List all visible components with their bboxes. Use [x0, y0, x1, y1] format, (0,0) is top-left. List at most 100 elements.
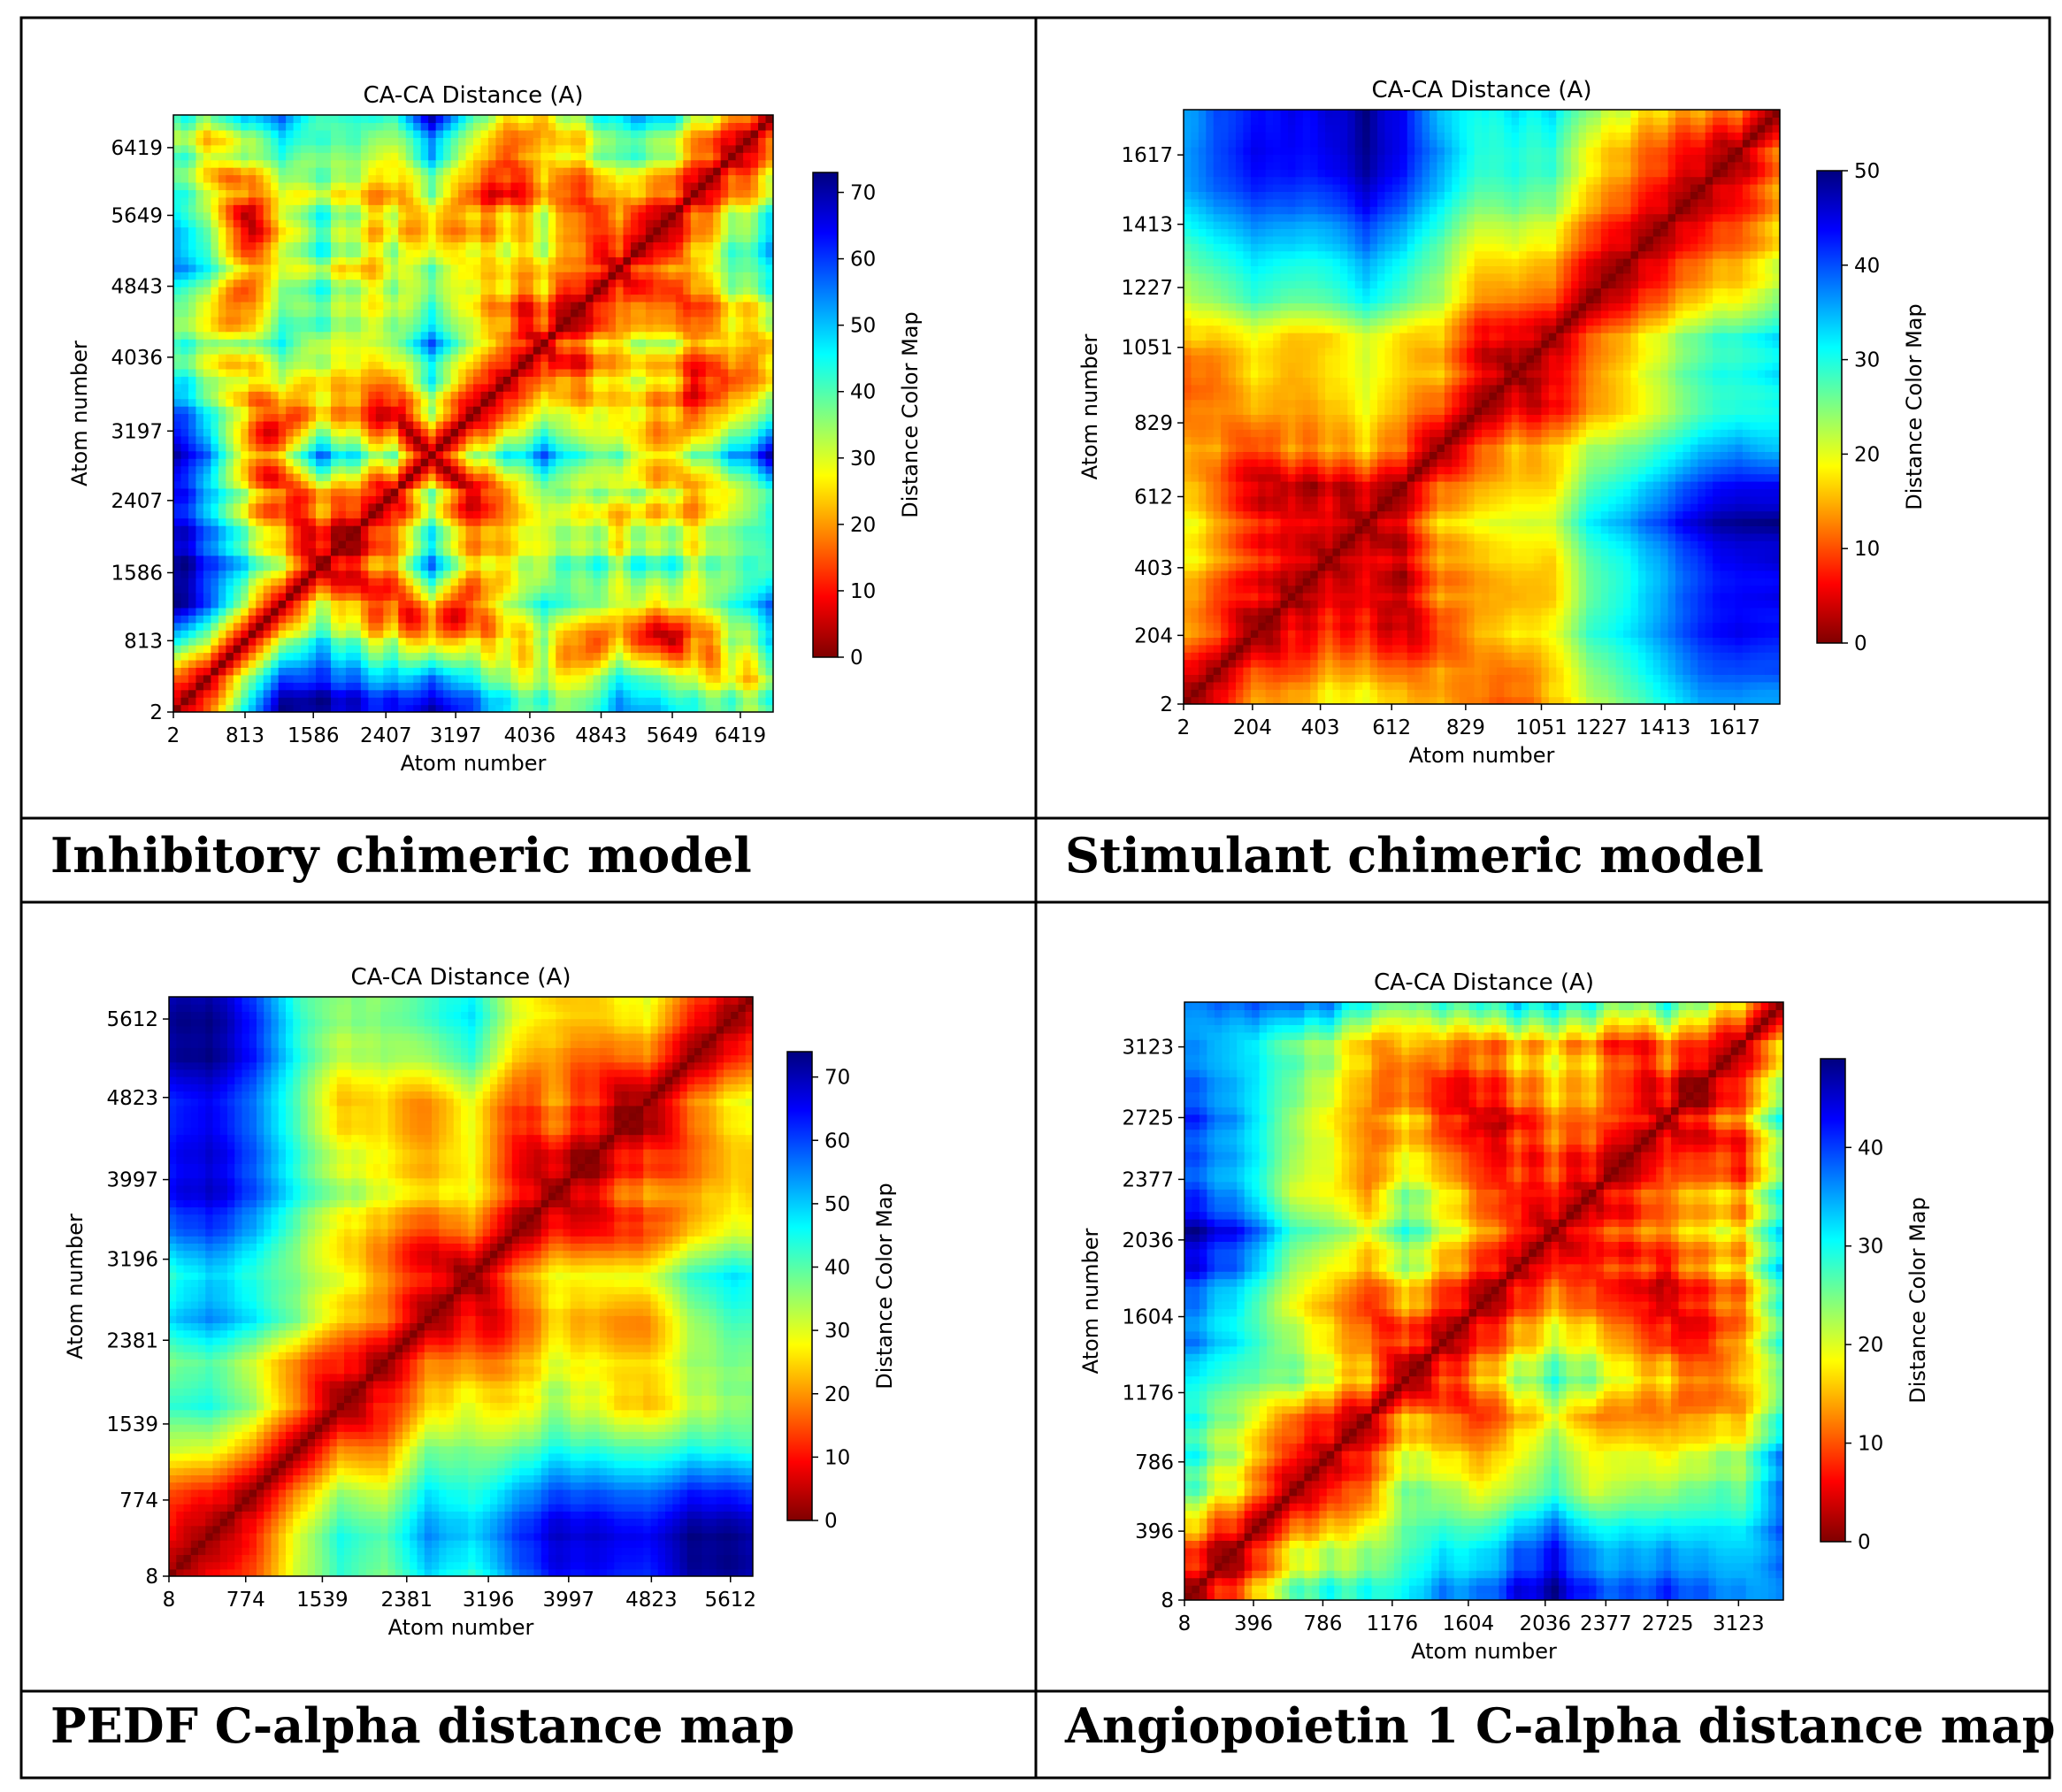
heatmap-cell [278, 689, 287, 698]
heatmap-cell [480, 361, 489, 370]
heatmap-cell [758, 450, 767, 459]
heatmap-cell [540, 540, 549, 548]
heatmap-cell [743, 376, 752, 385]
heatmap-cell [705, 465, 714, 474]
heatmap-cell [571, 361, 579, 370]
heatmap-cell [338, 420, 347, 429]
heatmap-cell [398, 548, 407, 556]
heatmap-cell [443, 667, 452, 676]
heatmap-cell [383, 279, 392, 287]
heatmap-cell [293, 585, 302, 594]
heatmap-cell [548, 540, 556, 548]
heatmap-cell [758, 570, 767, 578]
heatmap-cell [465, 368, 474, 377]
heatmap-cell [330, 480, 340, 489]
heatmap-cell [195, 279, 204, 287]
heatmap-cell [601, 391, 609, 400]
heatmap-cell [630, 607, 640, 616]
heatmap-cell [510, 301, 519, 310]
heatmap-cell [540, 502, 549, 511]
heatmap-cell [180, 257, 189, 265]
heatmap-cell [563, 555, 571, 563]
heatmap-cell [548, 607, 556, 616]
heatmap-cell [638, 480, 647, 489]
heatmap-cell [293, 443, 302, 452]
heatmap-cell [525, 398, 534, 407]
heatmap-cell [443, 607, 452, 616]
heatmap-cell [241, 480, 249, 489]
heatmap-cell [750, 420, 759, 429]
heatmap-cell [390, 510, 399, 519]
heatmap-cell [203, 563, 211, 571]
heatmap-cell [458, 585, 467, 594]
heatmap-cell [502, 495, 511, 504]
heatmap-cell [330, 279, 340, 287]
heatmap-cell [750, 324, 759, 333]
heatmap-cell [398, 346, 407, 355]
heatmap-cell [571, 450, 579, 459]
heatmap-cell [630, 593, 640, 601]
heatmap-cell [323, 413, 332, 422]
heatmap-cell [638, 309, 647, 318]
heatmap-cell [465, 704, 474, 712]
heatmap-cell [563, 339, 571, 348]
heatmap-cell [226, 578, 234, 586]
heatmap-cell [390, 645, 399, 654]
heatmap-cell [248, 354, 257, 363]
heatmap-cell [323, 383, 332, 392]
heatmap-cell [653, 316, 662, 325]
heatmap-cell [578, 578, 586, 586]
heatmap-cell [286, 570, 295, 578]
heatmap-cell [323, 674, 332, 683]
heatmap-cell [278, 674, 287, 683]
heatmap-cell [720, 465, 729, 474]
heatmap-cell [278, 563, 287, 571]
heatmap-cell [675, 257, 684, 265]
heatmap-cell [173, 659, 182, 668]
heatmap-cell [608, 473, 617, 482]
heatmap-cell [203, 704, 211, 712]
heatmap-cell [608, 659, 617, 668]
heatmap-cell [413, 264, 422, 272]
heatmap-cell [308, 458, 317, 467]
heatmap-cell [668, 339, 677, 348]
heatmap-cell [420, 532, 429, 541]
heatmap-cell [233, 368, 241, 377]
heatmap-cell [540, 525, 549, 534]
heatmap-cell [308, 540, 317, 548]
heatmap-cell [601, 450, 609, 459]
heatmap-cell [480, 502, 489, 511]
heatmap-cell [301, 241, 310, 250]
heatmap-cell [728, 376, 737, 385]
heatmap-cell [758, 272, 767, 280]
heatmap-cell [683, 376, 692, 385]
heatmap-cell [571, 667, 579, 676]
heatmap-cell [525, 674, 534, 683]
heatmap-cell [405, 368, 414, 377]
heatmap-cell [188, 510, 197, 519]
heatmap-cell [487, 704, 497, 712]
heatmap-cell [683, 652, 692, 661]
heatmap-cell [316, 585, 325, 594]
heatmap-cell [286, 272, 295, 280]
heatmap-cell [271, 502, 280, 511]
heatmap-cell [743, 435, 752, 444]
heatmap-cell [578, 659, 586, 668]
heatmap-cell [465, 435, 474, 444]
heatmap-cell [248, 331, 257, 340]
heatmap-cell [375, 398, 384, 407]
heatmap-cell [211, 487, 219, 496]
heatmap-cell [211, 398, 219, 407]
heatmap-cell [713, 480, 722, 489]
heatmap-cell [586, 450, 594, 459]
heatmap-cell [616, 480, 625, 489]
heatmap-cell [540, 517, 549, 526]
heatmap-cell [653, 645, 662, 654]
heatmap-cell [735, 563, 744, 571]
heatmap-cell [690, 435, 699, 444]
heatmap-cell [495, 667, 504, 676]
heatmap-cell [638, 667, 647, 676]
heatmap-cell [405, 264, 414, 272]
heatmap-cell [203, 570, 211, 578]
heatmap-cell [675, 517, 684, 526]
